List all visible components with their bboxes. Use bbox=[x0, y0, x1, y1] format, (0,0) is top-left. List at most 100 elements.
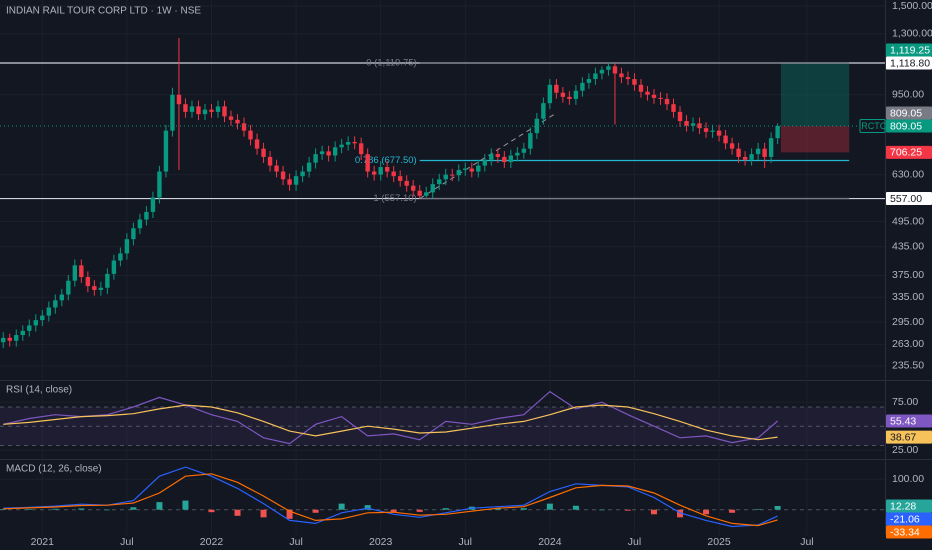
candle-body bbox=[625, 77, 631, 80]
histogram-bar bbox=[416, 509, 423, 512]
candle-body bbox=[586, 79, 592, 83]
candle-body bbox=[560, 92, 566, 97]
x-tick-label: 2021 bbox=[31, 536, 55, 548]
chart-title: INDIAN RAIL TOUR CORP LTD · 1W · NSE bbox=[6, 6, 201, 17]
y-tick-label: 1,300.00 bbox=[892, 28, 932, 40]
histogram-bar bbox=[546, 503, 553, 510]
candle-body bbox=[541, 103, 546, 119]
candle-body bbox=[742, 156, 748, 160]
candle-body bbox=[98, 287, 104, 290]
y-tick-label: 75.00 bbox=[892, 396, 918, 408]
histogram-bar bbox=[234, 509, 241, 516]
price-label: 706.25 bbox=[890, 147, 922, 159]
candle-body bbox=[144, 211, 149, 220]
y-tick-label: 435.00 bbox=[892, 240, 924, 252]
histogram-bar bbox=[26, 509, 33, 510]
candle-body bbox=[280, 171, 286, 180]
candle-body bbox=[450, 174, 455, 176]
candle-body bbox=[14, 335, 19, 341]
histogram-bar bbox=[774, 505, 781, 510]
candle-body bbox=[398, 176, 403, 181]
candle-body bbox=[20, 330, 25, 336]
target-zone bbox=[780, 62, 850, 126]
candle-body bbox=[137, 219, 143, 229]
candle-body bbox=[332, 147, 338, 156]
candle-body bbox=[339, 144, 344, 148]
candle-body bbox=[313, 154, 318, 163]
candle-body bbox=[573, 90, 579, 99]
candle-body bbox=[209, 109, 214, 112]
candle-body bbox=[521, 148, 527, 153]
histogram-bar bbox=[260, 509, 267, 518]
histogram-bar bbox=[677, 509, 684, 518]
x-tick-label: Jul bbox=[800, 536, 813, 548]
price-label: 809.05 bbox=[890, 107, 922, 119]
x-tick-label: Jul bbox=[289, 536, 302, 548]
candle-body bbox=[580, 82, 585, 91]
candle-body bbox=[697, 123, 702, 129]
candle-body bbox=[118, 253, 123, 261]
candle-body bbox=[27, 325, 32, 331]
candle-body bbox=[248, 130, 253, 140]
x-tick-label: 2023 bbox=[369, 536, 393, 548]
symbol-tag-bg bbox=[859, 118, 886, 133]
candle-body bbox=[105, 273, 110, 288]
price-label-bg bbox=[886, 106, 932, 120]
candle-body bbox=[612, 66, 618, 74]
candle-body bbox=[326, 151, 331, 156]
candle-body bbox=[482, 159, 487, 166]
candle-body bbox=[163, 130, 169, 172]
candle-body bbox=[508, 155, 514, 163]
candle-body bbox=[755, 148, 761, 155]
indicator-line bbox=[3, 466, 778, 528]
candle-body bbox=[515, 152, 520, 156]
candle-body bbox=[710, 130, 715, 132]
candle-body bbox=[46, 307, 52, 316]
candle-body bbox=[53, 300, 58, 308]
candle-body bbox=[365, 154, 370, 172]
candle-body bbox=[502, 156, 507, 163]
rsi-title: RSI (14, close) bbox=[6, 385, 72, 396]
candle-body bbox=[593, 73, 598, 80]
candle-body bbox=[489, 154, 494, 160]
candle-body bbox=[762, 148, 767, 157]
candle-body bbox=[235, 119, 240, 124]
stop-zone bbox=[780, 125, 850, 153]
y-tick-label: 630.00 bbox=[892, 168, 924, 180]
x-tick-label: Jul bbox=[120, 536, 133, 548]
candle-body bbox=[352, 142, 357, 144]
price-label-bg bbox=[886, 414, 932, 428]
y-tick-label: 25.00 bbox=[892, 444, 918, 456]
x-tick-label: 2022 bbox=[200, 536, 224, 548]
candle-body bbox=[358, 143, 364, 155]
histogram-bar bbox=[598, 509, 605, 511]
histogram-bar bbox=[208, 509, 215, 513]
y-tick-label: 100.00 bbox=[892, 473, 924, 485]
histogram-bar bbox=[104, 509, 111, 511]
histogram-bar bbox=[624, 509, 631, 511]
candle-body bbox=[775, 125, 780, 139]
candle-body bbox=[547, 84, 553, 104]
histogram-bar bbox=[338, 503, 345, 510]
candle-body bbox=[202, 109, 208, 115]
y-tick-label: 375.00 bbox=[892, 269, 924, 281]
histogram-bar bbox=[182, 500, 189, 510]
candle-body bbox=[7, 337, 12, 341]
indicator-line bbox=[3, 390, 778, 445]
candle-body bbox=[131, 228, 136, 240]
candle-body bbox=[677, 111, 683, 122]
candle-body bbox=[287, 179, 292, 185]
price-label: 1,118.80 bbox=[890, 57, 930, 69]
histogram-bar bbox=[312, 509, 319, 513]
fib-label: 0.786 (677.50) bbox=[355, 155, 417, 166]
candle-body bbox=[1, 337, 6, 343]
candle-body bbox=[729, 143, 735, 149]
candle-body bbox=[437, 179, 442, 185]
candle-body bbox=[651, 94, 657, 98]
price-label-bg bbox=[886, 56, 932, 70]
candle-body bbox=[33, 320, 38, 326]
candle-body bbox=[40, 315, 45, 321]
candle-body bbox=[384, 167, 390, 172]
